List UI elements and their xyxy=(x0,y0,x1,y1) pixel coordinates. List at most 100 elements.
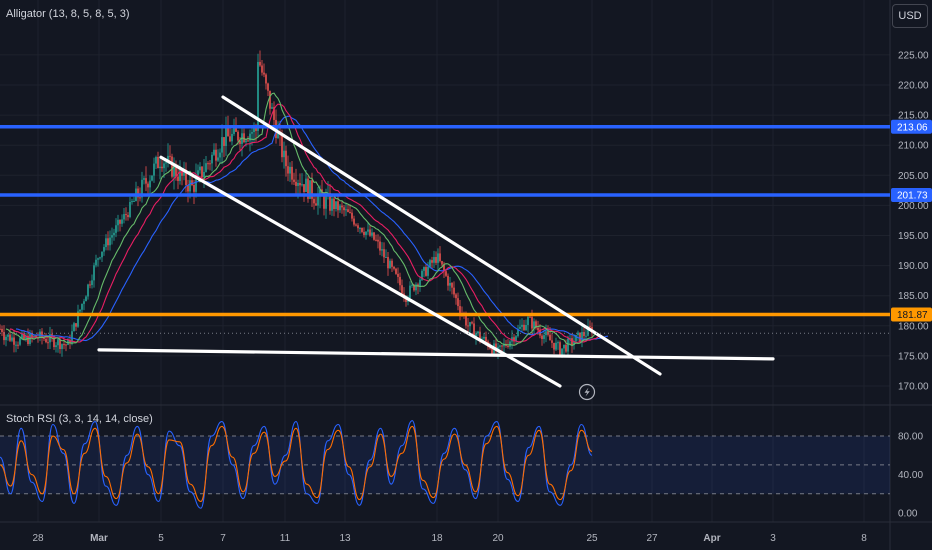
alligator-indicator-label[interactable]: Alligator (13, 8, 5, 8, 5, 3) xyxy=(6,8,130,20)
price-badge-213.06 xyxy=(891,119,932,134)
candle-body xyxy=(325,196,327,209)
price-candles xyxy=(0,50,593,360)
candle-body xyxy=(21,333,23,339)
candle-body xyxy=(199,166,201,171)
candle-body xyxy=(323,196,325,209)
candle-body xyxy=(209,163,211,165)
candle-body xyxy=(191,180,193,186)
candle-body xyxy=(583,332,585,336)
candle-body xyxy=(75,323,77,327)
candle-body xyxy=(33,335,35,337)
time-tick-label: 7 xyxy=(220,533,226,544)
stoch-rsi-indicator-label[interactable]: Stoch RSI (3, 3, 14, 14, close) xyxy=(6,413,153,425)
candle-body xyxy=(239,140,241,144)
candle-body xyxy=(455,294,457,299)
candle-body xyxy=(425,267,427,276)
price-axis[interactable]: 170.00 175.00 180.00 185.00 190.00 195.00 200.… xyxy=(891,50,932,520)
candle-body xyxy=(433,257,435,263)
candle-body xyxy=(513,337,515,342)
candle-body xyxy=(131,201,133,203)
candle-body xyxy=(91,280,93,286)
candle-body xyxy=(345,209,347,211)
candle-body xyxy=(501,345,503,347)
candle-body xyxy=(371,232,373,236)
currency-button[interactable]: USD xyxy=(892,4,928,28)
candle-body xyxy=(5,336,7,341)
candle-body xyxy=(531,316,533,329)
candle-body xyxy=(533,321,535,329)
candle-body xyxy=(409,285,411,298)
candle-body xyxy=(13,337,15,345)
candle-body xyxy=(391,260,393,267)
candle-body xyxy=(445,271,447,276)
candle-body xyxy=(1,328,3,333)
candle-body xyxy=(475,333,477,338)
lightning-icon[interactable] xyxy=(578,383,596,401)
candle-body xyxy=(305,178,307,192)
candle-body xyxy=(287,166,289,174)
candle-body xyxy=(353,218,355,225)
candle-body xyxy=(551,340,553,343)
time-tick-label: Apr xyxy=(703,533,720,544)
candle-body xyxy=(453,287,455,295)
candle-body xyxy=(151,175,153,181)
time-axis[interactable]: 28 Mar 5 7 11 13 18 20 25 27 Apr 3 8 xyxy=(32,533,867,544)
price-tick-label: 185.00 xyxy=(898,291,929,302)
time-tick-label: 25 xyxy=(586,533,598,544)
price-tick-label: 225.00 xyxy=(898,50,929,61)
candle-body xyxy=(79,309,81,312)
price-badge-181.87 xyxy=(891,307,932,322)
price-tick-label: 205.00 xyxy=(898,171,929,182)
candle-body xyxy=(481,338,483,340)
candle-body xyxy=(535,321,537,328)
candle-body xyxy=(441,261,443,265)
candle-body xyxy=(0,328,1,330)
candle-body xyxy=(377,239,379,242)
candle-body xyxy=(105,238,107,248)
candle-body xyxy=(369,229,371,236)
candle-body xyxy=(97,258,99,260)
candle-body xyxy=(527,316,529,326)
candle-body xyxy=(317,196,319,206)
candle-body xyxy=(319,189,321,197)
candle-body xyxy=(141,179,143,198)
candle-body xyxy=(523,324,525,331)
candle-body xyxy=(65,344,67,346)
candle-body xyxy=(159,166,161,169)
candle-body xyxy=(71,331,73,344)
candle-body xyxy=(559,342,561,356)
candle-body xyxy=(365,231,367,235)
candle-body xyxy=(469,322,471,327)
candle-body xyxy=(69,340,71,344)
candle-body xyxy=(537,327,539,331)
candle-body xyxy=(201,166,203,178)
candle-body xyxy=(379,241,381,251)
horizontal-levels[interactable] xyxy=(0,125,890,317)
candle-body xyxy=(165,162,167,164)
trendlines[interactable] xyxy=(0,95,890,388)
candle-body xyxy=(399,276,401,286)
candle-body xyxy=(473,323,475,338)
candle-body xyxy=(543,335,545,339)
candle-body xyxy=(375,239,377,241)
candle-body xyxy=(61,344,63,349)
candle-body xyxy=(83,301,85,304)
candle-body xyxy=(529,316,531,318)
price-tick-label: 190.00 xyxy=(898,261,929,272)
candle-body xyxy=(507,345,509,347)
candle-body xyxy=(247,140,249,142)
candle-body xyxy=(491,348,493,354)
candle-body xyxy=(459,306,461,313)
candle-body xyxy=(331,198,333,211)
time-tick-label: Mar xyxy=(90,533,108,544)
candle-body xyxy=(575,334,577,342)
candle-body xyxy=(87,284,89,297)
candle-body xyxy=(307,178,309,199)
candle-body xyxy=(351,212,353,219)
candle-body xyxy=(115,225,117,233)
candle-body xyxy=(89,284,91,286)
candle-body xyxy=(545,331,547,336)
candle-body xyxy=(309,180,311,199)
candle-body xyxy=(127,215,129,218)
